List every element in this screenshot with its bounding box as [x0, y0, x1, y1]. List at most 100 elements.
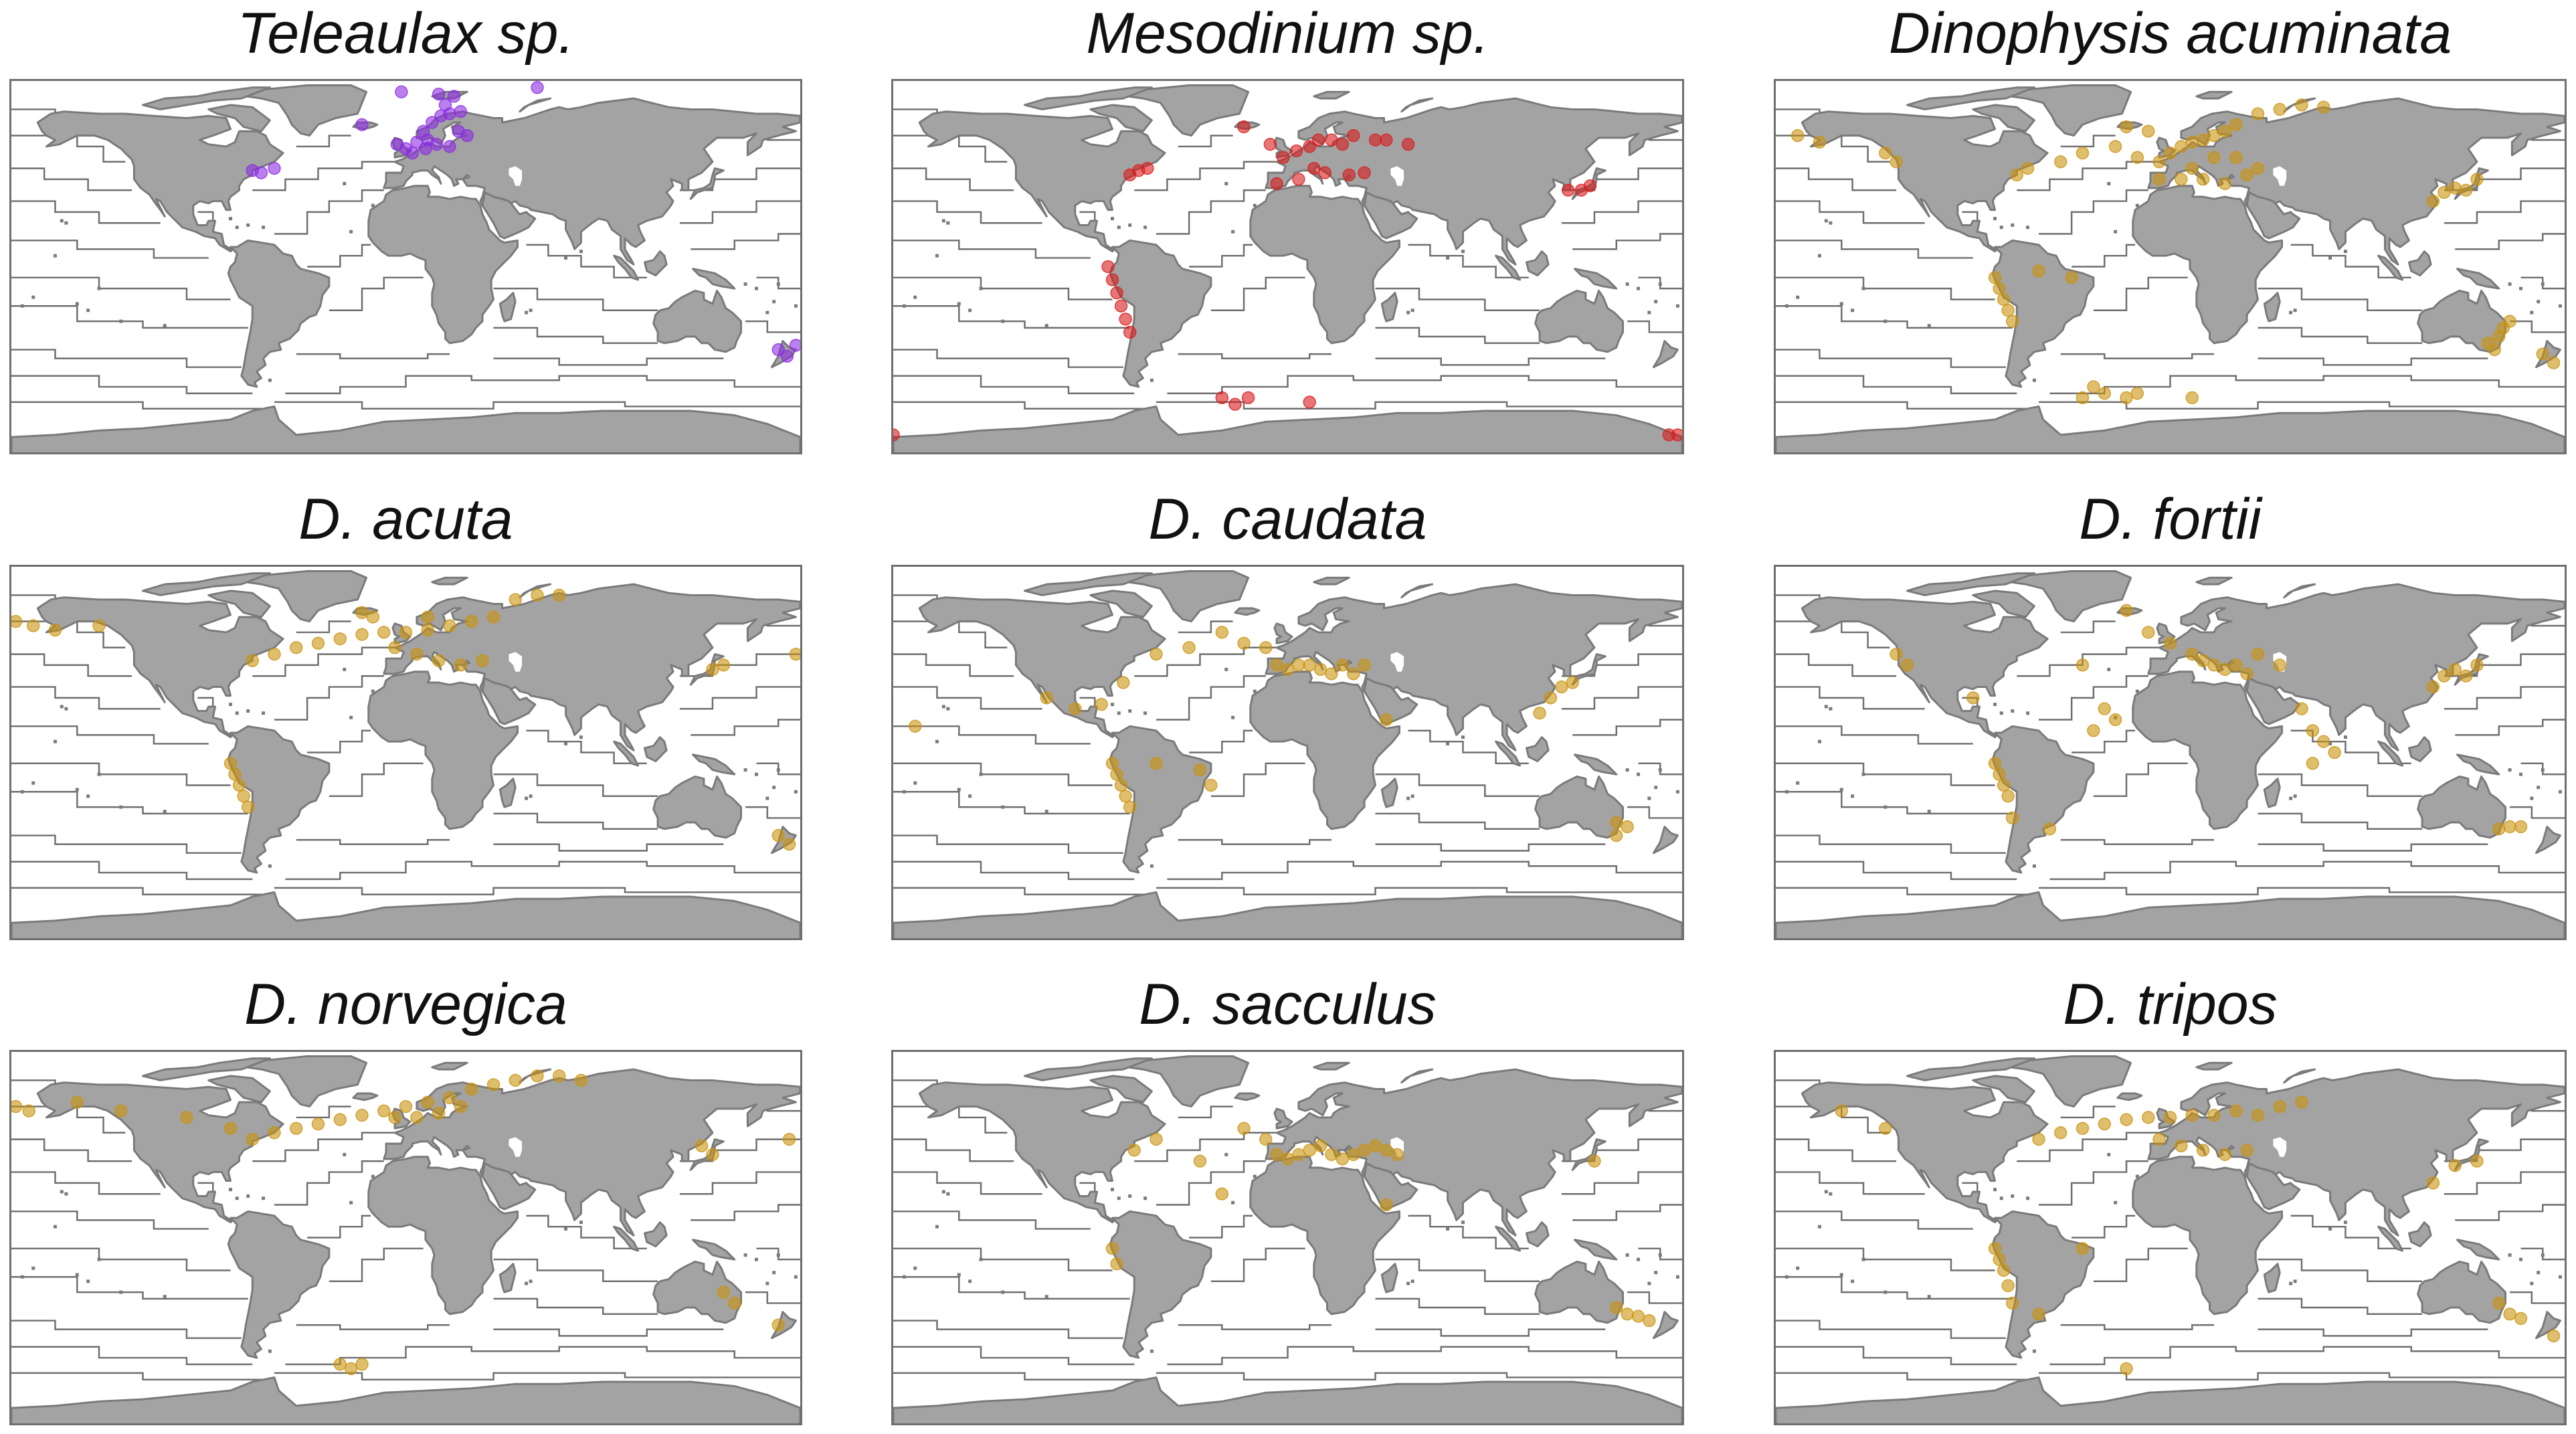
province-line — [1776, 1211, 1973, 1230]
landmass-arabia-fill — [481, 677, 537, 725]
occurrence-point — [1380, 713, 1393, 727]
landmass-madagascar — [2263, 1263, 2281, 1293]
occurrence-point — [2295, 1095, 2308, 1109]
province-line — [893, 861, 1135, 881]
province-line — [893, 653, 1014, 677]
landmass-svalbard — [2195, 90, 2233, 100]
landmass-eurasia — [383, 1068, 800, 1237]
province-line — [893, 349, 1123, 368]
island — [86, 1279, 90, 1283]
island — [2558, 790, 2562, 794]
occurrence-point — [355, 628, 369, 641]
province-line — [1776, 653, 1897, 677]
landmass-borneo — [643, 1221, 668, 1248]
occurrence-point — [1588, 1154, 1601, 1168]
province-line — [893, 762, 1113, 786]
landmass-new-guinea — [2456, 753, 2500, 776]
island — [343, 1152, 347, 1156]
world-map — [9, 565, 802, 940]
occurrence-point — [1347, 128, 1360, 143]
island — [1446, 1227, 1450, 1231]
occurrence-point — [1270, 1148, 1283, 1162]
island — [776, 768, 780, 772]
island — [349, 715, 353, 719]
occurrence-point — [2492, 822, 2506, 836]
map-panel: D. fortii — [1774, 486, 2567, 941]
island — [941, 1190, 945, 1194]
occurrence-point — [2251, 107, 2265, 120]
occurrence-point — [421, 1095, 434, 1109]
occurrence-point — [2218, 662, 2232, 677]
map-panel: Teleaulax sp. — [9, 0, 802, 455]
island — [765, 1281, 769, 1285]
landmass-north-america — [1801, 1081, 2049, 1224]
occurrence-point — [70, 1095, 84, 1109]
island — [1861, 772, 1865, 776]
island — [2032, 864, 2036, 868]
landmass-antarctica — [11, 891, 800, 938]
occurrence-point — [1292, 658, 1305, 672]
occurrence-point — [1289, 144, 1303, 158]
island — [20, 1275, 24, 1279]
island — [1117, 226, 1121, 230]
occurrence-point — [2152, 1132, 2166, 1146]
occurrence-point — [782, 1132, 796, 1146]
province-line — [1156, 887, 1682, 895]
island — [1829, 1192, 1833, 1196]
caspian-sea — [1390, 166, 1404, 186]
island — [2011, 1194, 2015, 1198]
landmass-novaya-zemlya — [2283, 583, 2316, 599]
occurrence-point — [2032, 1308, 2045, 1321]
island — [1647, 1281, 1651, 1285]
island — [1824, 705, 1828, 709]
island — [794, 1275, 798, 1279]
province-line — [2039, 1160, 2148, 1206]
occurrence-point — [223, 757, 238, 770]
landmass-sumatra — [1495, 254, 1522, 281]
province-line — [1375, 1297, 1540, 1316]
island — [86, 308, 90, 312]
island — [1861, 1257, 1865, 1261]
occurrence-point — [2251, 161, 2265, 175]
province-line — [274, 675, 384, 721]
island — [268, 864, 272, 868]
island — [2537, 300, 2541, 304]
occurrence-point — [1610, 828, 1623, 842]
occurrence-points — [11, 588, 800, 851]
landmass-africa — [1249, 670, 1401, 830]
island — [2328, 741, 2332, 745]
province-line — [2039, 401, 2565, 410]
island — [1143, 226, 1147, 230]
landmass-africa — [367, 1156, 519, 1316]
island — [1410, 1279, 1414, 1283]
province-line — [893, 1247, 1113, 1271]
panel-title: Teleaulax sp. — [237, 1, 575, 66]
landmass-iceland — [1234, 1092, 1261, 1101]
province-line — [1375, 812, 1540, 830]
occurrence-point — [1988, 271, 2002, 284]
landmass-madagascar — [1380, 1263, 1398, 1293]
island — [1044, 810, 1048, 814]
occurrence-point — [92, 619, 106, 632]
occurrence-point — [268, 647, 281, 661]
landmass-iceland — [1234, 607, 1261, 616]
landmass-novaya-zemlya — [1400, 97, 1434, 113]
island — [765, 310, 769, 315]
province-line — [893, 375, 1135, 395]
province-line — [1178, 1105, 1233, 1119]
province-line — [2072, 244, 2136, 268]
world-map — [1774, 1050, 2567, 1425]
occurrence-point — [2076, 147, 2090, 160]
island — [1461, 1221, 1465, 1225]
island — [2530, 310, 2534, 315]
occurrence-point — [2218, 1148, 2232, 1162]
landmass-madagascar — [498, 1263, 517, 1293]
occurrence-point — [2152, 155, 2166, 169]
occurrence-point — [2196, 173, 2210, 186]
occurrence-point — [2076, 391, 2090, 405]
world-map-svg — [11, 1055, 800, 1423]
province-line — [1178, 838, 1331, 845]
island — [1851, 308, 1855, 312]
province-line — [691, 1204, 800, 1221]
landmass-arabia-fill — [481, 191, 537, 240]
